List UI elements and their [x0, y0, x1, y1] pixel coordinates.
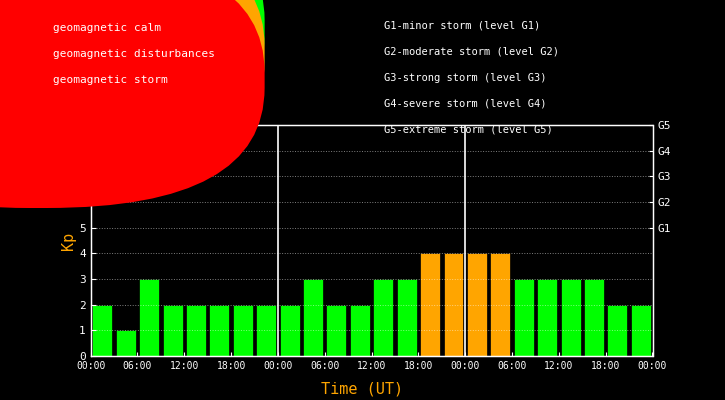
Bar: [280, 305, 299, 356]
Text: geomagnetic disturbances: geomagnetic disturbances: [53, 49, 215, 59]
Text: Time (UT): Time (UT): [321, 381, 404, 396]
Bar: [631, 305, 651, 356]
Text: G1-minor storm (level G1): G1-minor storm (level G1): [384, 21, 541, 31]
Bar: [210, 305, 229, 356]
Bar: [92, 305, 112, 356]
Bar: [467, 253, 487, 356]
Text: geomagnetic storm: geomagnetic storm: [53, 75, 167, 85]
Bar: [233, 305, 253, 356]
Bar: [514, 279, 534, 356]
Bar: [537, 279, 557, 356]
Bar: [139, 279, 159, 356]
Bar: [560, 279, 581, 356]
Text: G4-severe storm (level G4): G4-severe storm (level G4): [384, 99, 547, 109]
Bar: [162, 305, 183, 356]
Text: G5-extreme storm (level G5): G5-extreme storm (level G5): [384, 125, 553, 135]
Bar: [420, 253, 440, 356]
Bar: [256, 305, 276, 356]
Text: geomagnetic calm: geomagnetic calm: [53, 23, 161, 33]
Bar: [373, 279, 393, 356]
Bar: [608, 305, 627, 356]
Bar: [303, 279, 323, 356]
Bar: [326, 305, 347, 356]
Bar: [490, 253, 510, 356]
Y-axis label: Kp: Kp: [61, 231, 76, 250]
Bar: [116, 330, 136, 356]
Text: G2-moderate storm (level G2): G2-moderate storm (level G2): [384, 47, 559, 57]
Bar: [584, 279, 604, 356]
Bar: [397, 279, 417, 356]
Bar: [444, 253, 463, 356]
Text: G3-strong storm (level G3): G3-strong storm (level G3): [384, 73, 547, 83]
Bar: [186, 305, 206, 356]
Bar: [350, 305, 370, 356]
